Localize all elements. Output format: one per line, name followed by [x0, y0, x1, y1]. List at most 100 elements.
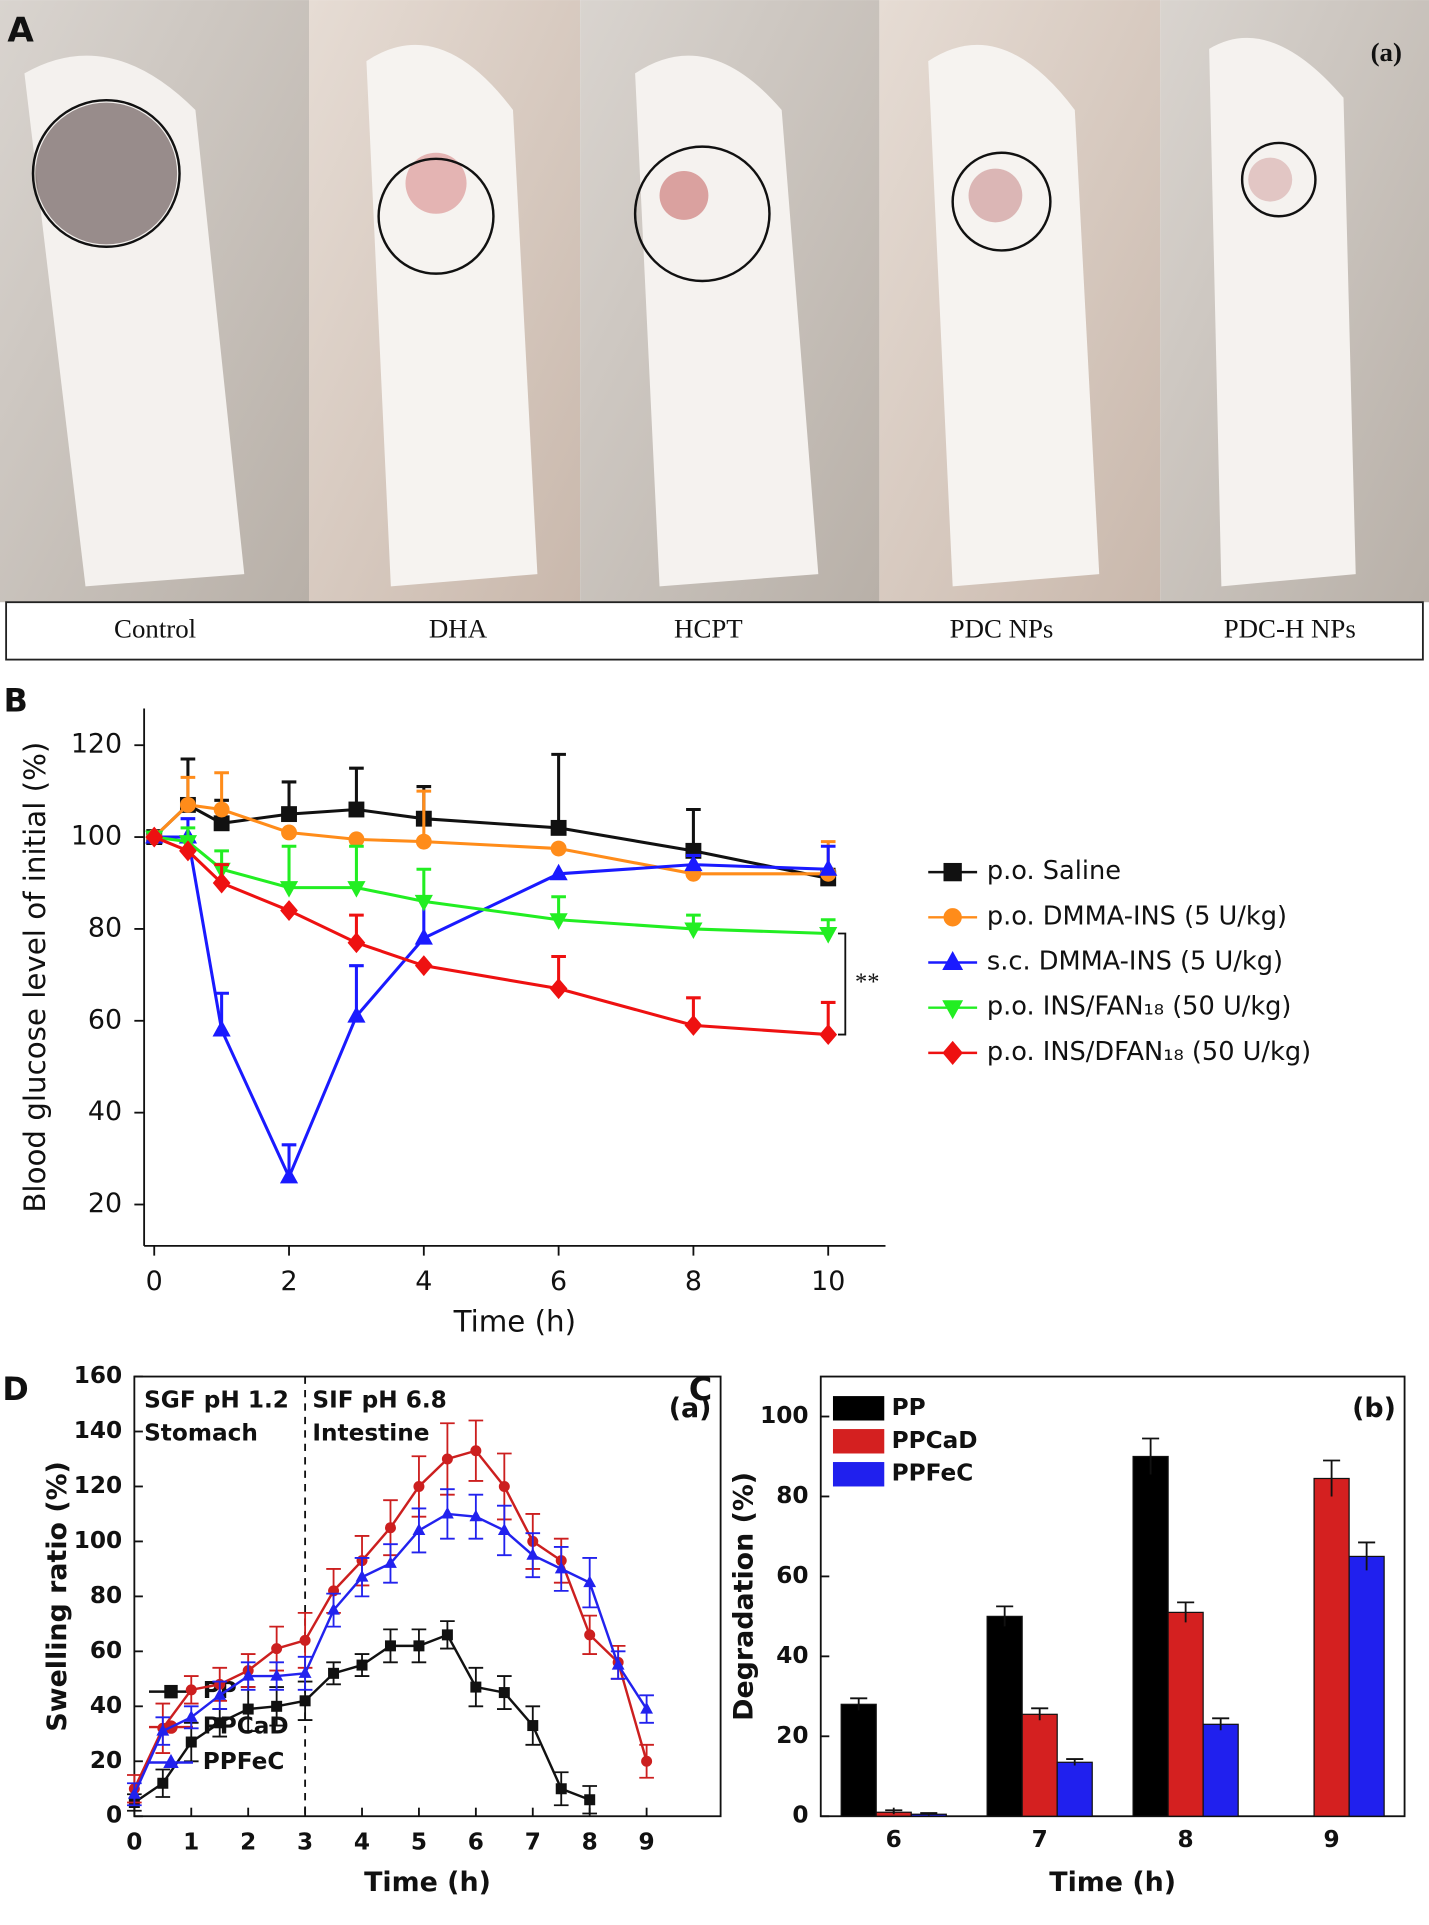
marker	[470, 1445, 482, 1457]
caption: DHA	[429, 614, 488, 644]
marker	[348, 801, 365, 818]
y-tick-label: 80	[88, 912, 122, 943]
circle-outline	[951, 151, 1052, 252]
error-bar	[551, 752, 566, 828]
marker	[241, 1668, 255, 1681]
marker	[414, 955, 433, 977]
panel-tag: (b)	[1352, 1393, 1396, 1424]
marker	[549, 913, 568, 930]
series-line	[154, 835, 829, 1181]
x-tick-label: 3	[297, 1829, 313, 1856]
y-tick-label: 60	[88, 1004, 122, 1035]
x-tick-label: 7	[525, 1829, 541, 1856]
marker	[414, 928, 433, 945]
marker	[213, 1688, 227, 1700]
marker	[299, 1634, 311, 1646]
mouse	[928, 44, 1100, 587]
y-tick-label: 20	[90, 1747, 122, 1774]
marker	[470, 1681, 482, 1693]
x-tick-label: 5	[411, 1829, 427, 1856]
marker	[214, 1717, 226, 1729]
error-bar	[1323, 1459, 1341, 1497]
legend-swatch	[832, 1396, 885, 1421]
marker	[280, 900, 298, 922]
error-bar	[1358, 1541, 1376, 1571]
marker	[440, 1506, 454, 1519]
marker	[413, 1480, 425, 1492]
marker	[384, 1522, 396, 1534]
legend-label: PP	[892, 1394, 926, 1421]
marker	[549, 863, 568, 881]
marker	[943, 862, 962, 882]
marker	[179, 840, 197, 862]
marker	[526, 1548, 540, 1560]
marker	[185, 1736, 197, 1748]
x-tick-label: 6	[886, 1826, 902, 1853]
marker	[641, 1755, 653, 1767]
marker	[213, 815, 230, 832]
marker	[819, 1024, 838, 1046]
x-tick-label: 0	[126, 1829, 142, 1856]
tumor	[1248, 157, 1293, 202]
significance-label: **	[855, 969, 879, 996]
y-axis-label: Swelling ratio (%)	[42, 1461, 73, 1731]
marker	[413, 1640, 425, 1652]
x-tick-label: 6	[550, 1266, 567, 1297]
marker	[550, 840, 567, 857]
error-bar	[1142, 1437, 1160, 1475]
x-tick-label: 4	[354, 1829, 370, 1856]
y-tick-label: 40	[90, 1692, 122, 1719]
caption: PDC NPs	[950, 614, 1054, 644]
y-tick-label: 60	[776, 1562, 808, 1589]
marker	[164, 1684, 178, 1699]
marker	[441, 1629, 453, 1641]
error-bar	[1031, 1707, 1049, 1721]
bar	[840, 1703, 877, 1817]
marker	[127, 1787, 141, 1799]
tumor	[35, 102, 178, 245]
x-tick-label: 9	[1324, 1826, 1340, 1853]
y-tick-label: 80	[776, 1482, 808, 1509]
panel-tag: (a)	[669, 1393, 712, 1424]
marker	[242, 1703, 254, 1715]
x-tick-label: 7	[1032, 1826, 1048, 1853]
annotation: SGF pH 1.2	[144, 1386, 289, 1413]
y-tick-label: 40	[88, 1096, 122, 1127]
bar	[1348, 1555, 1385, 1817]
y-tick-label: 160	[74, 1362, 122, 1389]
marker	[384, 1556, 397, 1568]
significance-bracket	[837, 932, 847, 1036]
marker	[942, 950, 964, 970]
bar	[1021, 1713, 1058, 1817]
marker	[279, 1166, 299, 1184]
caption: HCPT	[674, 614, 743, 644]
marker	[179, 796, 196, 813]
legend-label: PPFeC	[892, 1460, 974, 1487]
marker	[185, 1684, 197, 1696]
marker	[555, 1783, 567, 1795]
legend-swatch	[832, 1462, 885, 1487]
y-tick-label: 40	[776, 1642, 808, 1669]
circle-outline	[633, 145, 771, 283]
bar	[1202, 1723, 1239, 1817]
marker	[498, 1687, 510, 1699]
error-bar	[281, 844, 297, 888]
y-tick-label: 60	[90, 1637, 122, 1664]
tumor	[405, 152, 467, 214]
series-line	[153, 803, 829, 880]
panel-label: B	[4, 683, 28, 719]
tumor	[659, 171, 709, 220]
marker	[384, 1640, 396, 1652]
y-tick-label: 80	[90, 1582, 122, 1609]
marker	[441, 1453, 453, 1465]
marker	[347, 881, 366, 898]
error-bar	[416, 789, 432, 842]
marker	[415, 833, 432, 850]
legend-label: PPCaD	[892, 1427, 978, 1454]
error-bar	[1177, 1601, 1195, 1623]
error-bar	[920, 1812, 938, 1816]
bar	[1167, 1611, 1204, 1817]
annotation: SIF pH 6.8	[312, 1386, 446, 1413]
marker	[281, 824, 297, 841]
